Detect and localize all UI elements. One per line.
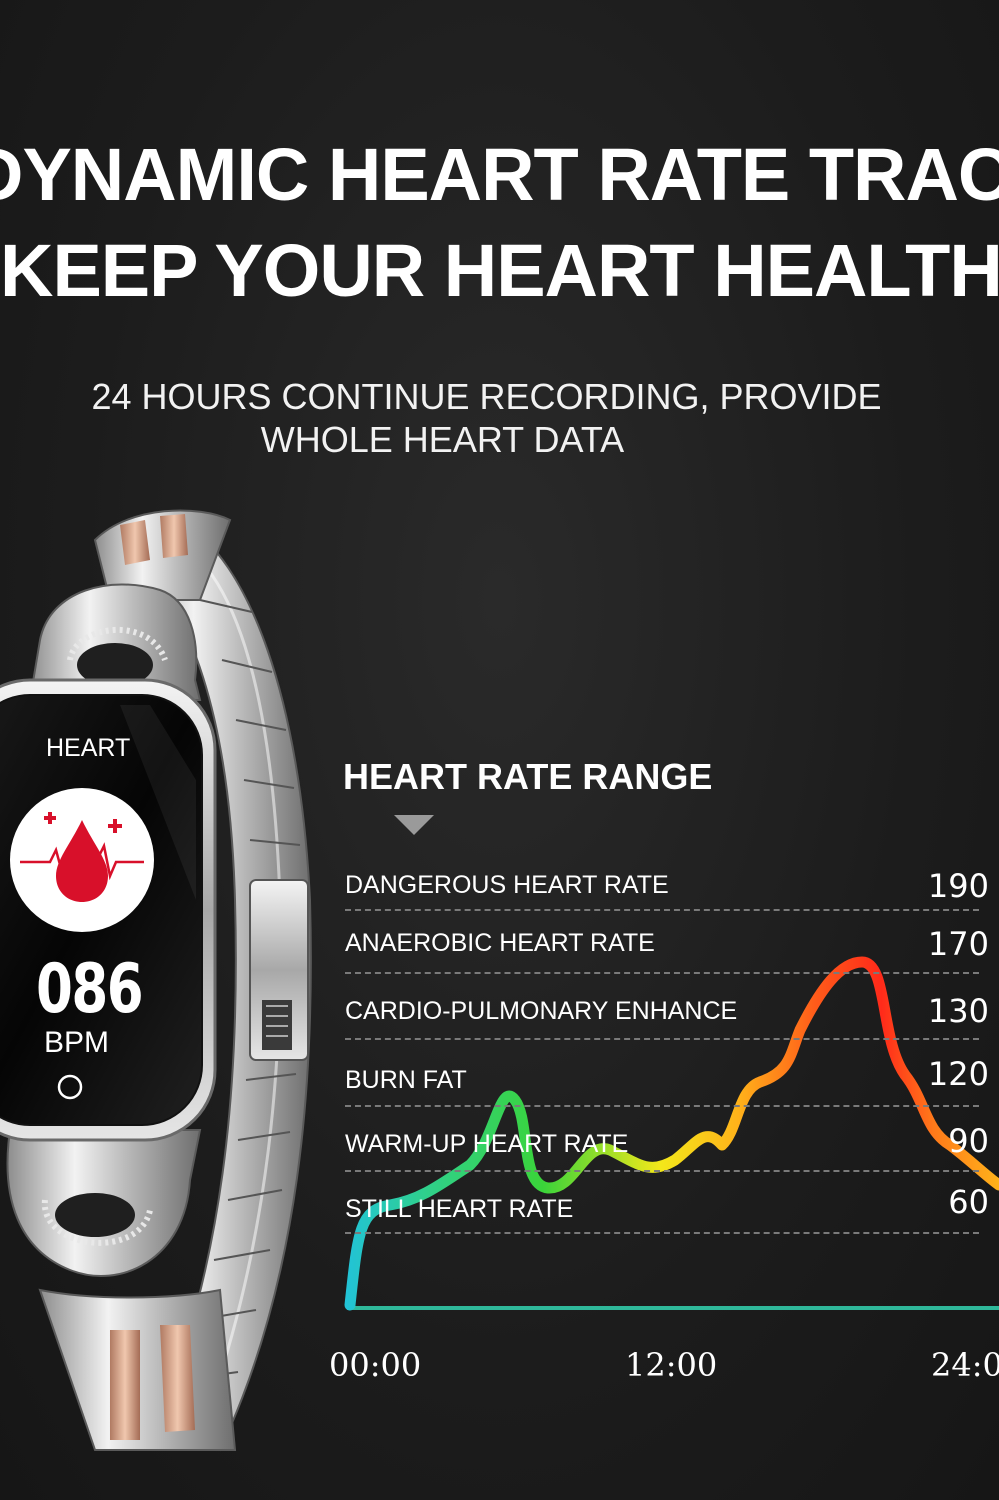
- zone-divider: [345, 1232, 979, 1234]
- zone-divider: [345, 1105, 979, 1107]
- heart-rate-range-title: HEART RATE RANGE: [343, 756, 713, 797]
- zone-value-burn-fat: 120: [927, 1055, 989, 1093]
- headline-line-1: DYNAMIC HEART RATE TRACING: [0, 133, 999, 216]
- zone-value-anaerobic: 170: [927, 925, 989, 963]
- zone-label-still: STILL HEART RATE: [345, 1195, 574, 1223]
- zone-divider: [345, 972, 979, 974]
- zone-value-cardio: 130: [927, 992, 989, 1030]
- zone-value-dangerous: 190: [927, 867, 989, 905]
- zone-divider: [345, 909, 979, 911]
- subheadline-line-1: 24 HOURS CONTINUE RECORDING, PROVIDE: [91, 376, 882, 417]
- zone-label-dangerous: DANGEROUS HEART RATE: [345, 871, 669, 899]
- heart-rate-curve: [344, 956, 999, 1311]
- headline-line-2: KEEP YOUR HEART HEALTHY: [0, 229, 999, 312]
- upper-lug: [28, 583, 202, 701]
- time-label-mid: 12:00: [625, 1346, 718, 1384]
- subheadline-line-2: WHOLE HEART DATA: [260, 419, 625, 460]
- zone-label-burn-fat: BURN FAT: [345, 1066, 467, 1094]
- zone-divider: [345, 1170, 979, 1172]
- zone-label-anaerobic: ANAEROBIC HEART RATE: [345, 929, 655, 957]
- screen-heart-label: HEART: [46, 734, 131, 762]
- screen-bpm-value: 086: [36, 950, 144, 1029]
- time-label-start: 00:00: [329, 1346, 422, 1384]
- zone-divider: [345, 1038, 979, 1040]
- home-circle-icon: [57, 1074, 83, 1100]
- blood-drop-heart-icon: [10, 788, 154, 932]
- zone-value-still: 60: [948, 1183, 989, 1221]
- zone-label-cardio: CARDIO-PULMONARY ENHANCE: [345, 997, 738, 1025]
- zone-value-warm-up: 90: [948, 1122, 989, 1160]
- zone-label-warm-up: WARM-UP HEART RATE: [345, 1130, 629, 1158]
- bracelet-band-top: [93, 509, 232, 601]
- time-label-end: 24:00: [931, 1346, 999, 1384]
- bracelet-band: [128, 518, 312, 1452]
- lower-lug: [6, 1129, 237, 1451]
- screen-bpm-unit: BPM: [44, 1026, 110, 1059]
- down-arrow-icon: [394, 815, 434, 835]
